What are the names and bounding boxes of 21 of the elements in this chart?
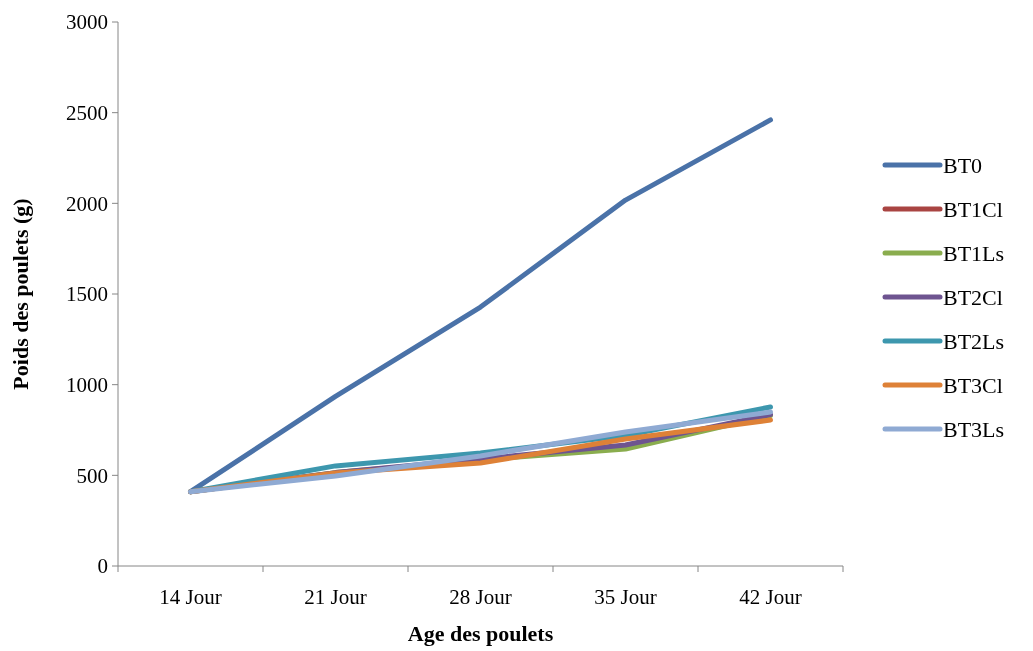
y-tick-label: 3000 <box>66 10 108 35</box>
y-tick-label: 1500 <box>66 282 108 307</box>
y-tick-label: 500 <box>76 463 108 488</box>
x-tick-label: 28 Jour <box>449 585 512 609</box>
legend-label: BT1Cl <box>943 196 1003 222</box>
legend-label: BT0 <box>943 152 983 178</box>
x-tick-label: 14 Jour <box>159 585 222 609</box>
legend-label: BT3Ls <box>943 416 1005 442</box>
y-tick-label: 2500 <box>66 101 108 126</box>
legend-label: BT1Ls <box>943 240 1005 266</box>
legend-label: BT2Ls <box>943 328 1005 354</box>
y-tick-label: 2000 <box>66 191 108 216</box>
x-axis-title: Age des poulets <box>407 621 554 646</box>
y-axis-title: Poids des poulets (g) <box>8 198 33 390</box>
x-tick-label: 21 Jour <box>304 585 367 609</box>
legend-label: BT2Cl <box>943 284 1003 310</box>
x-tick-label: 42 Jour <box>739 585 802 609</box>
x-tick-label: 35 Jour <box>594 585 657 609</box>
y-tick-label: 1000 <box>66 373 108 398</box>
y-tick-label: 0 <box>97 554 108 579</box>
legend-label: BT3Cl <box>943 372 1003 398</box>
